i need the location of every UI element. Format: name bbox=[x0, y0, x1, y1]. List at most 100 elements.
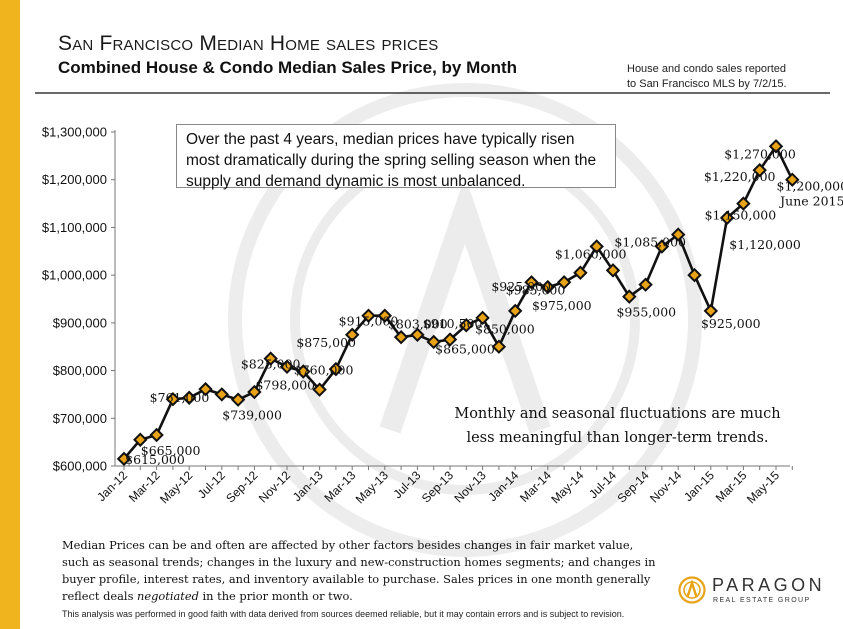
y-tick-label: $1,300,000 bbox=[42, 125, 107, 140]
watermark-logo bbox=[228, 83, 702, 557]
data-point bbox=[540, 279, 556, 295]
chart-subtitle: Combined House & Condo Median Sales Pric… bbox=[58, 58, 518, 77]
data-point bbox=[491, 339, 507, 354]
paragon-logo-icon bbox=[678, 576, 706, 604]
data-label: $955,000 bbox=[616, 305, 676, 320]
callout-box: Over the past 4 years, median prices hav… bbox=[176, 124, 616, 190]
data-point bbox=[507, 303, 523, 319]
data-point bbox=[654, 239, 670, 254]
data-label: $761,000 bbox=[150, 390, 210, 405]
data-label: $865,000 bbox=[435, 342, 495, 357]
data-point bbox=[719, 210, 735, 226]
data-point bbox=[442, 332, 458, 347]
data-point bbox=[622, 289, 637, 304]
data-point bbox=[296, 364, 311, 379]
data-labels: $615,000$665,000 $761,000 $739,000 $825,000… bbox=[125, 146, 843, 467]
logo-name: PARAGON bbox=[712, 575, 826, 595]
data-label: $925,000 bbox=[701, 316, 761, 331]
data-point bbox=[670, 227, 686, 242]
trend-annotation: Monthly and seasonal fluctuations are mu… bbox=[445, 402, 790, 450]
data-point bbox=[279, 359, 295, 374]
y-tick-label: $600,000 bbox=[53, 459, 107, 474]
data-point bbox=[230, 392, 246, 407]
x-tick-label: Mar-13 bbox=[322, 468, 359, 505]
trend-annotation-line-1: Monthly and seasonal fluctuations are mu… bbox=[454, 406, 781, 422]
data-point bbox=[133, 432, 148, 447]
data-point bbox=[263, 351, 278, 366]
y-tick-label: $900,000 bbox=[53, 315, 107, 330]
disclaimer-text: This analysis was performed in good fait… bbox=[62, 609, 625, 619]
source-note-line-2: to San Francisco MLS by 7/2/15. bbox=[627, 78, 787, 90]
x-tick-label: May-14 bbox=[548, 468, 586, 506]
paragon-logo: PARAGON REAL ESTATE GROUP bbox=[678, 574, 828, 608]
data-point bbox=[687, 267, 702, 283]
footnote-text: Median Prices can be and often are affec… bbox=[62, 538, 656, 603]
x-tick-label: May-13 bbox=[353, 468, 391, 506]
source-note: House and condo sales reported to San Fr… bbox=[627, 62, 787, 92]
data-point bbox=[377, 308, 393, 323]
y-tick-label: $1,200,000 bbox=[42, 172, 107, 187]
data-label: $875,000 bbox=[296, 335, 356, 350]
data-label: $1,220,000 bbox=[704, 169, 776, 184]
y-tick-label: $1,000,000 bbox=[42, 268, 107, 283]
source-note-line-1: House and condo sales reported bbox=[627, 63, 786, 75]
data-label: $1,060,000 bbox=[555, 247, 627, 262]
data-label: $915,000 bbox=[339, 314, 399, 329]
page-title: San Francisco Median Home sales prices bbox=[58, 32, 439, 55]
data-point bbox=[703, 303, 719, 319]
data-point bbox=[328, 361, 344, 377]
data-point bbox=[116, 451, 132, 467]
data-point bbox=[410, 327, 425, 342]
data-point bbox=[247, 384, 262, 400]
y-tick-label: $800,000 bbox=[53, 363, 107, 378]
data-point bbox=[605, 263, 621, 278]
data-point bbox=[768, 139, 784, 154]
data-point bbox=[785, 172, 800, 187]
header-divider bbox=[35, 92, 830, 94]
data-label: $1,150,000 bbox=[705, 208, 777, 223]
data-label: $739,000 bbox=[222, 408, 282, 423]
data-point bbox=[393, 329, 409, 345]
data-point bbox=[556, 275, 572, 290]
data-point bbox=[638, 277, 653, 292]
data-label: $925,000 bbox=[491, 279, 551, 294]
data-point bbox=[165, 391, 181, 407]
x-tick-label: Nov-14 bbox=[647, 468, 684, 505]
data-point bbox=[214, 387, 230, 402]
x-tick-label: Mar-15 bbox=[713, 468, 750, 505]
data-label: $803,000 bbox=[388, 317, 448, 332]
data-point bbox=[181, 390, 197, 405]
data-label-date: June 2015 bbox=[778, 194, 843, 209]
x-tick-label: Jan-15 bbox=[681, 468, 717, 504]
data-label: $615,000 bbox=[125, 452, 185, 467]
data-point bbox=[589, 239, 604, 254]
x-tick-label: Sep-12 bbox=[223, 468, 260, 505]
data-label: $850,000 bbox=[475, 322, 535, 337]
data-point bbox=[475, 310, 490, 326]
x-tick-label: Mar-12 bbox=[126, 468, 163, 505]
data-label: $975,000 bbox=[532, 298, 592, 313]
chart-axes bbox=[114, 130, 790, 467]
data-point bbox=[361, 308, 376, 323]
data-markers bbox=[116, 139, 800, 467]
data-label: $1,085,000 bbox=[614, 235, 686, 250]
logo-tagline: REAL ESTATE GROUP bbox=[713, 597, 811, 604]
data-label: $760,000 bbox=[294, 363, 354, 378]
data-label: $1,120,000 bbox=[729, 237, 801, 252]
data-point bbox=[573, 265, 588, 280]
accent-bar bbox=[0, 0, 20, 629]
data-point bbox=[344, 327, 360, 342]
data-point bbox=[312, 382, 327, 397]
data-label: $910,500 bbox=[423, 316, 483, 331]
trend-annotation-line-2: less meaningful than longer-term trends. bbox=[466, 430, 769, 446]
data-label: $798,000 bbox=[255, 378, 315, 393]
x-tick-label: May-15 bbox=[744, 468, 782, 506]
data-point bbox=[736, 196, 751, 211]
y-tick-label: $700,000 bbox=[53, 411, 107, 426]
x-tick-label: May-12 bbox=[157, 468, 195, 506]
data-label: $665,000 bbox=[141, 443, 201, 458]
data-label: $1,270,000 bbox=[724, 146, 796, 161]
data-point bbox=[752, 162, 767, 178]
